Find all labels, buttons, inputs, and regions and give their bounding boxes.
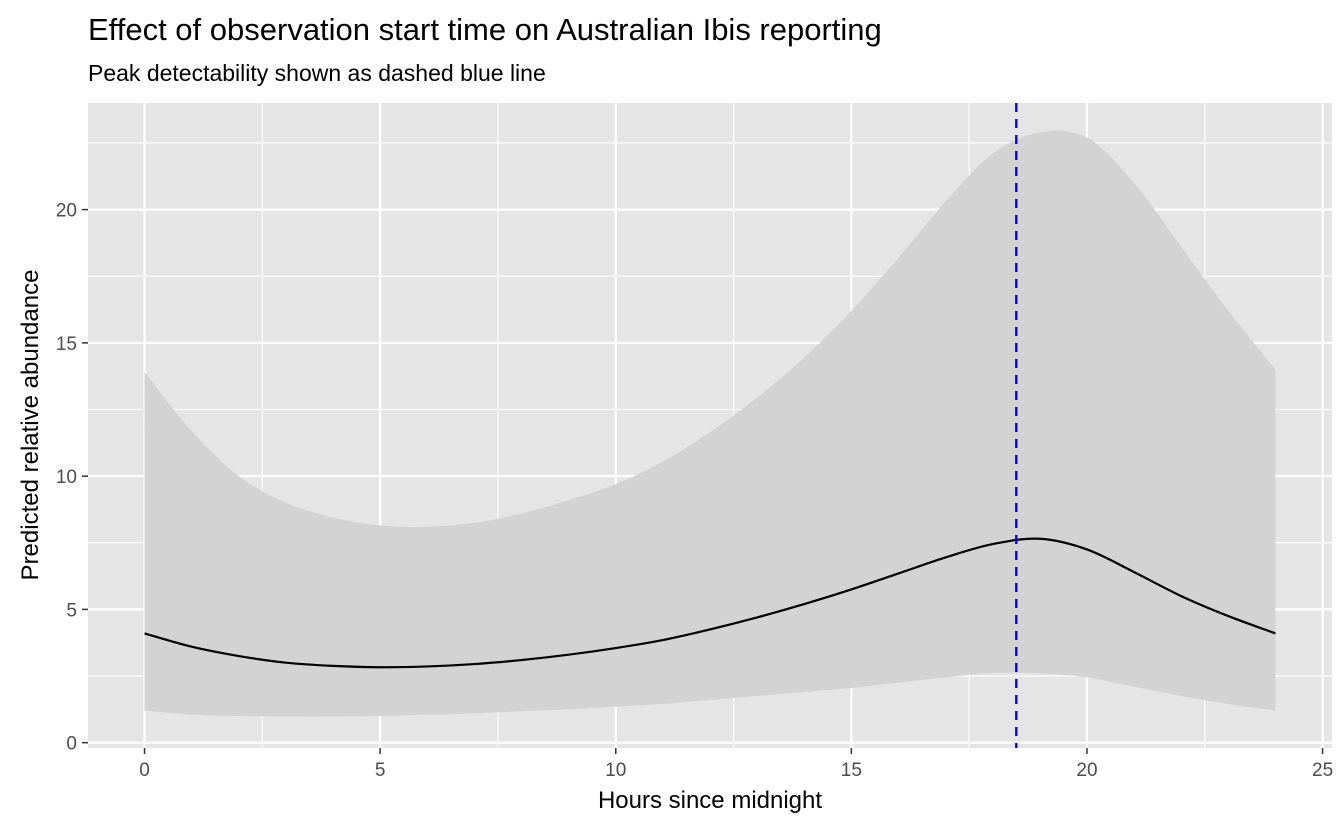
confidence-band	[144, 130, 1276, 717]
x-tick-label: 15	[841, 760, 862, 781]
x-tick-label: 10	[605, 760, 626, 781]
x-tick-label: 20	[1076, 760, 1097, 781]
y-tick-label: 15	[56, 334, 77, 355]
prediction-line	[144, 537, 1276, 669]
x-tick-label: 0	[139, 760, 150, 781]
x-tick-label: 5	[375, 760, 386, 781]
chart-subtitle: Peak detectability shown as dashed blue …	[88, 60, 546, 86]
y-axis: 0 5 10 15 20	[56, 201, 88, 755]
y-tick-label: 10	[56, 467, 77, 488]
x-axis-title: Hours since midnight	[598, 787, 822, 814]
y-axis-title: Predicted relative abundance	[17, 270, 44, 581]
chart-title: Effect of observation start time on Aust…	[88, 12, 882, 47]
y-tick-label: 5	[66, 600, 77, 621]
y-tick-label: 0	[66, 734, 77, 755]
y-tick-label: 20	[56, 201, 77, 222]
x-axis: 0 5 10 15 20 25	[139, 748, 1333, 781]
x-tick-label: 25	[1312, 760, 1333, 781]
